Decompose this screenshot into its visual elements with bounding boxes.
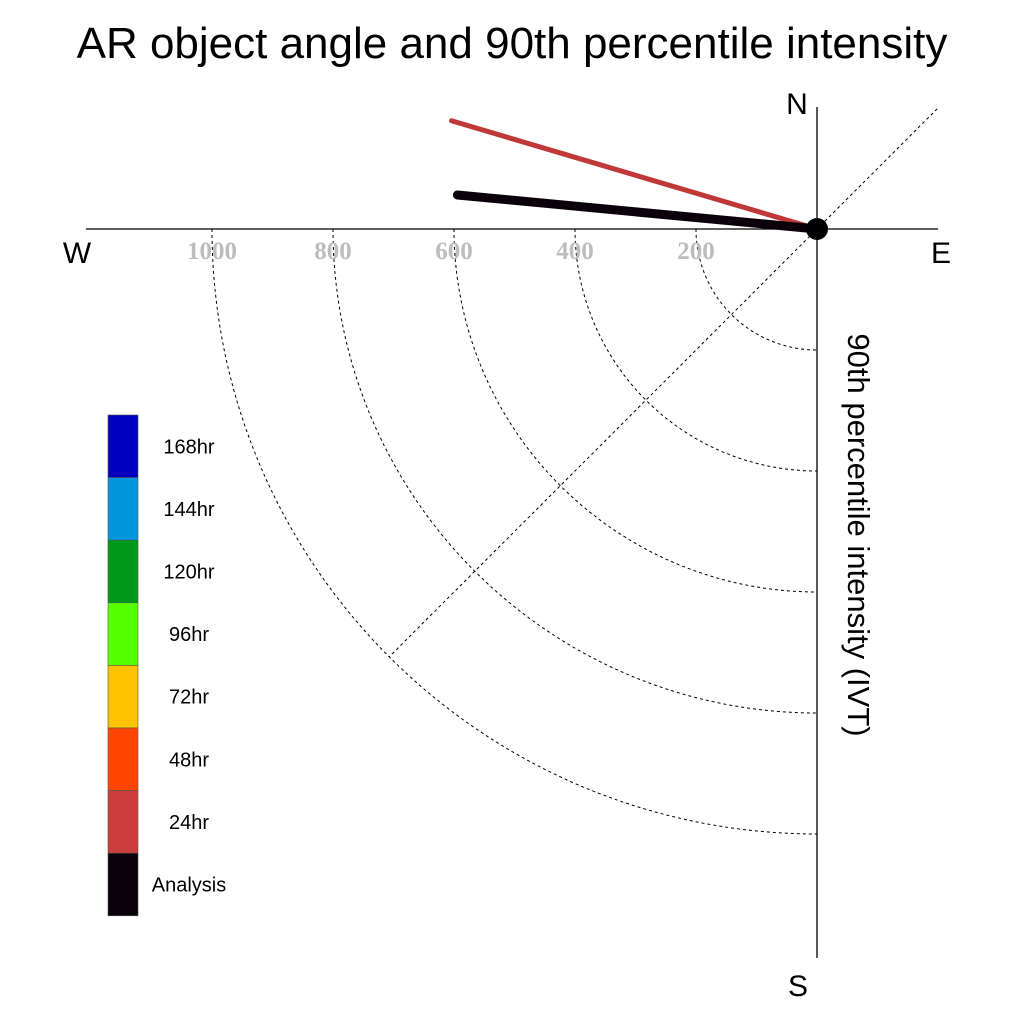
legend-label: 120hr xyxy=(163,562,214,584)
grid-ring xyxy=(453,228,818,593)
radial-tick-label: 800 xyxy=(314,238,352,265)
legend-label: 144hr xyxy=(163,499,214,521)
legend-swatch xyxy=(107,852,139,917)
legend-label: 168hr xyxy=(163,436,214,458)
legend-swatch xyxy=(107,477,139,541)
legend-swatch xyxy=(107,539,139,604)
grid-layer xyxy=(211,108,938,835)
legend-label: 72hr xyxy=(169,687,209,709)
grid-ring xyxy=(332,228,818,714)
vector-analysis xyxy=(452,190,822,234)
compass-west-label: W xyxy=(63,237,92,270)
radial-tick-label: 200 xyxy=(677,238,715,265)
legend-label: 96hr xyxy=(169,624,209,646)
vector-24hr xyxy=(449,118,820,232)
legend-swatch xyxy=(107,602,139,666)
legend-swatch xyxy=(107,414,139,478)
legend-label: Analysis xyxy=(152,875,226,897)
vector-layer xyxy=(449,118,822,234)
compass-east-label: E xyxy=(931,237,951,270)
legend-label: 24hr xyxy=(169,812,209,834)
chart-title: AR object angle and 90th percentile inte… xyxy=(77,19,948,68)
grid-ring xyxy=(695,228,818,351)
radial-tick-label: 400 xyxy=(556,238,594,265)
legend-swatch xyxy=(107,790,139,854)
legend-swatch xyxy=(107,665,139,729)
radial-axis-label: 90th percentile intensity (IVT) xyxy=(841,333,876,736)
legend-label: 48hr xyxy=(169,749,209,771)
compass-south-label: S xyxy=(788,970,808,1003)
radial-tick-label: 1000 xyxy=(187,238,237,265)
legend: 168hr 144hr 120hr 96hr 72hr 48hr 24hr Analysis xyxy=(107,414,226,917)
grid-ring xyxy=(574,228,818,472)
radial-tick-labels: 200 400 600 800 1000 xyxy=(187,238,715,265)
origin-point xyxy=(806,218,828,240)
compass-north-label: N xyxy=(786,88,808,121)
legend-swatch xyxy=(107,727,139,791)
grid-ring xyxy=(211,228,818,835)
radial-tick-label: 600 xyxy=(435,238,473,265)
